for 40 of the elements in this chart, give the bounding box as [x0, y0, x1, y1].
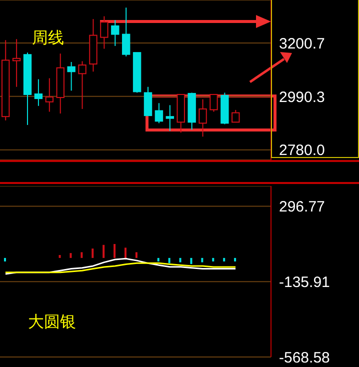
candlestick [154, 102, 164, 124]
y-tick-label: 3200.7 [279, 35, 325, 52]
bar [114, 244, 116, 258]
bar [234, 258, 236, 262]
candlestick [144, 86, 152, 116]
line-series [4, 262, 236, 274]
y-tick-label: 296.77 [279, 198, 325, 216]
candlestick [210, 94, 218, 112]
candlestick [100, 16, 108, 50]
y-tick-label: 2780.0 [279, 142, 325, 160]
bar [58, 254, 61, 258]
bar [102, 244, 105, 258]
bar [157, 258, 160, 262]
candlestick [166, 104, 174, 132]
bar [201, 258, 204, 262]
bar [179, 258, 182, 262]
bar [4, 258, 6, 262]
bar [92, 248, 94, 258]
y-tick-label: -568.58 [279, 349, 330, 366]
candlestick [78, 60, 86, 110]
candlestick [111, 20, 120, 46]
bar [135, 252, 138, 258]
candlestick [232, 109, 240, 123]
y-tick-label: -135.91 [279, 274, 330, 291]
candlestick [67, 61, 76, 92]
candlestick [12, 38, 21, 88]
candlestick [122, 7, 130, 57]
y-tick-label: 2990.3 [279, 88, 325, 106]
bar [80, 252, 83, 258]
bar [168, 258, 170, 264]
bar [124, 248, 126, 258]
candlestick [198, 98, 207, 138]
bar [70, 253, 72, 258]
bar [223, 258, 226, 262]
bar [190, 258, 192, 264]
candlestick [45, 78, 54, 112]
bar [212, 258, 214, 262]
annotation: 周线 [32, 28, 64, 49]
candlestick [34, 78, 43, 106]
annotation: 大圆银 [28, 312, 76, 333]
